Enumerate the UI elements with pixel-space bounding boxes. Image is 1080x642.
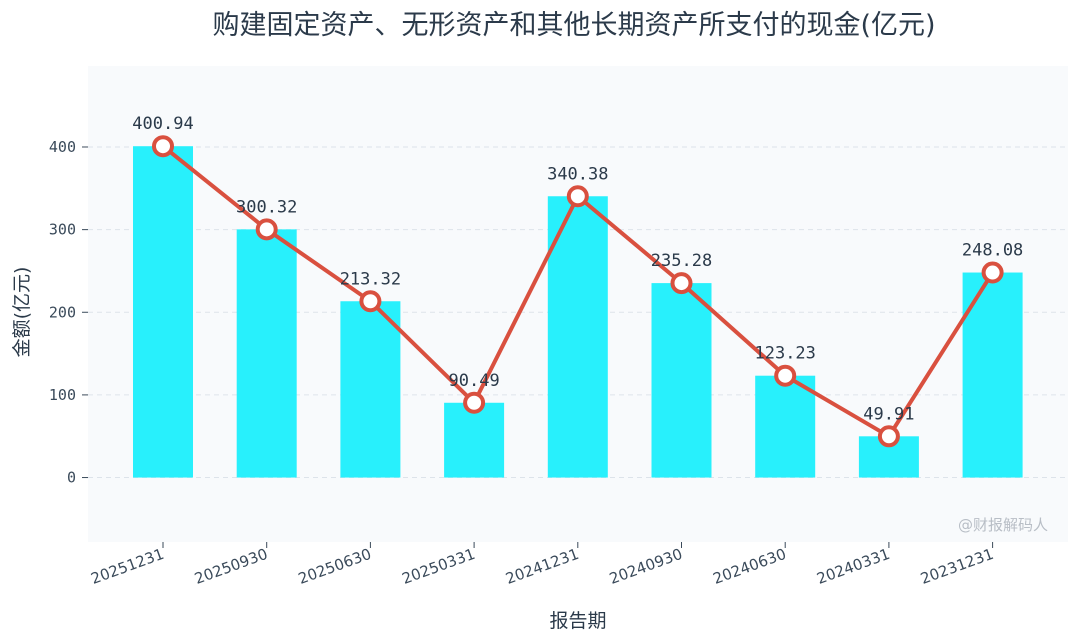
y-tick-label: 200 [49, 303, 76, 321]
line-point [981, 261, 1004, 284]
line-point [670, 272, 693, 295]
line-point [774, 364, 797, 387]
bar [755, 375, 816, 478]
y-tick-label: 300 [49, 221, 76, 239]
x-tick-label: 20250630 [296, 545, 374, 588]
bar [444, 402, 505, 478]
data-label: 340.38 [547, 164, 608, 184]
x-tick-label: 20251231 [88, 545, 166, 588]
x-tick-label: 20241231 [503, 545, 581, 588]
x-tick-label: 20231231 [918, 545, 996, 588]
chart-title: 购建固定资产、无形资产和其他长期资产所支付的现金(亿元) [212, 10, 935, 41]
line-point [359, 290, 382, 313]
x-tick-label: 20240930 [607, 545, 685, 588]
line-series [152, 135, 1004, 448]
bar [133, 146, 193, 478]
line-point [152, 135, 174, 158]
line-point [255, 218, 278, 241]
bar [651, 283, 712, 478]
data-label: 248.08 [962, 241, 1023, 261]
data-label: 49.91 [863, 404, 914, 424]
data-label: 300.32 [236, 197, 297, 217]
data-label: 90.49 [449, 371, 500, 391]
data-label: 213.32 [340, 269, 401, 289]
data-label: 123.23 [754, 344, 815, 364]
x-ticks: 20251231 20250930 20250630 20250331 20241231… [88, 542, 996, 588]
data-labels: 400.94 300.32 213.32 90.49 340.38 235.28 123.2… [132, 114, 1023, 424]
x-tick-label: 20250930 [192, 545, 270, 588]
y-ticks: 0 100 200 300 400 [49, 138, 88, 487]
line-point [877, 425, 900, 448]
bar [547, 196, 608, 478]
bar [236, 229, 297, 478]
x-axis-title: 报告期 [549, 610, 606, 632]
data-label: 235.28 [651, 251, 712, 271]
y-tick-label: 100 [49, 386, 76, 404]
y-axis-title: 金额(亿元) [11, 267, 33, 358]
y-tick-label: 0 [67, 469, 76, 487]
line-point [566, 185, 589, 208]
x-tick-label: 20250331 [400, 545, 478, 588]
watermark: @财报解码人 [958, 516, 1048, 534]
x-tick-label: 20240630 [711, 545, 789, 588]
x-tick-label: 20240331 [814, 545, 892, 588]
line-point [463, 391, 486, 414]
data-label: 400.94 [132, 114, 193, 134]
bar [340, 301, 401, 478]
y-tick-label: 400 [49, 138, 76, 156]
